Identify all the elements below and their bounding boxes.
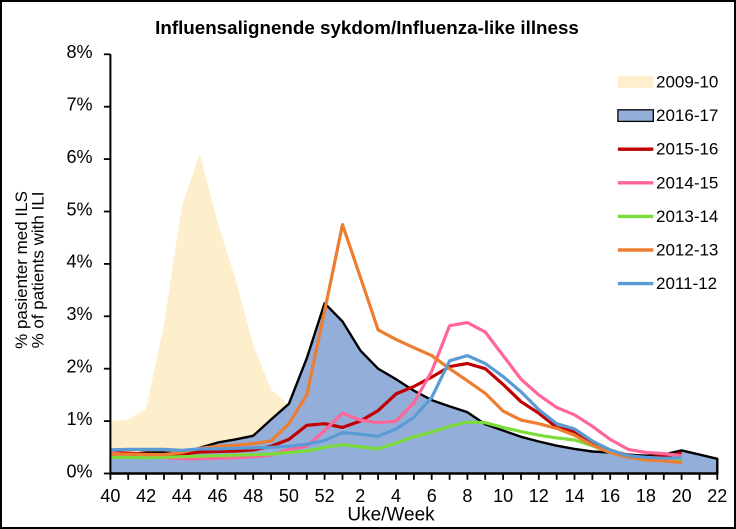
svg-text:8: 8 bbox=[462, 486, 472, 506]
svg-text:2015-16: 2015-16 bbox=[656, 140, 718, 159]
svg-text:Influensalignende sykdom/Influ: Influensalignende sykdom/Influenza-like … bbox=[155, 17, 579, 38]
svg-text:Uke/Week: Uke/Week bbox=[347, 505, 435, 526]
svg-text:18: 18 bbox=[636, 486, 656, 506]
svg-text:0%: 0% bbox=[66, 461, 92, 481]
svg-text:2016-17: 2016-17 bbox=[656, 106, 718, 125]
svg-text:12: 12 bbox=[529, 486, 549, 506]
svg-text:6: 6 bbox=[427, 486, 437, 506]
svg-text:2%: 2% bbox=[66, 357, 92, 377]
svg-text:2013-14: 2013-14 bbox=[656, 207, 718, 226]
svg-text:7%: 7% bbox=[66, 95, 92, 115]
svg-text:40: 40 bbox=[100, 486, 120, 506]
svg-text:4: 4 bbox=[391, 486, 401, 506]
svg-text:46: 46 bbox=[207, 486, 227, 506]
svg-text:2014-15: 2014-15 bbox=[656, 173, 718, 192]
svg-text:20: 20 bbox=[672, 486, 692, 506]
svg-text:2012-13: 2012-13 bbox=[656, 241, 718, 260]
svg-text:6%: 6% bbox=[66, 147, 92, 167]
svg-text:14: 14 bbox=[564, 486, 584, 506]
svg-text:% of patients with ILI: % of patients with ILI bbox=[29, 192, 48, 349]
svg-text:52: 52 bbox=[315, 486, 335, 506]
svg-text:44: 44 bbox=[172, 486, 192, 506]
svg-text:5%: 5% bbox=[66, 199, 92, 219]
svg-text:2: 2 bbox=[355, 486, 365, 506]
svg-text:22: 22 bbox=[707, 486, 727, 506]
svg-text:2011-12: 2011-12 bbox=[656, 274, 717, 293]
svg-text:8%: 8% bbox=[66, 42, 92, 62]
svg-text:3%: 3% bbox=[66, 304, 92, 324]
svg-text:10: 10 bbox=[493, 486, 513, 506]
svg-text:48: 48 bbox=[243, 486, 263, 506]
svg-text:% pasienter med ILS: % pasienter med ILS bbox=[12, 191, 31, 349]
svg-text:4%: 4% bbox=[66, 252, 92, 272]
svg-text:42: 42 bbox=[136, 486, 156, 506]
svg-text:2009-10: 2009-10 bbox=[656, 73, 718, 92]
svg-text:1%: 1% bbox=[66, 409, 92, 429]
svg-text:50: 50 bbox=[279, 486, 299, 506]
svg-text:16: 16 bbox=[600, 486, 620, 506]
